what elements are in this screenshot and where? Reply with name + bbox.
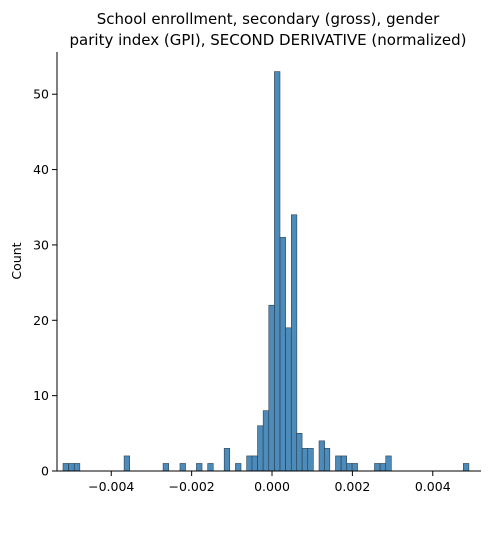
histogram-bar <box>268 304 275 472</box>
histogram-bar <box>235 463 242 472</box>
histogram-bar <box>379 463 386 472</box>
histogram-bar <box>323 448 331 472</box>
histogram-bar <box>123 455 130 472</box>
y-tick-label: 30 <box>33 237 49 252</box>
x-tick-label: 0.002 <box>334 479 370 494</box>
histogram-bar <box>346 463 353 472</box>
histogram-bar <box>296 433 303 472</box>
y-tick-label: 0 <box>41 464 49 479</box>
histogram-bar <box>73 463 81 472</box>
y-axis-ticks: 0 10 20 30 40 50 <box>33 87 57 479</box>
histogram-bar <box>285 327 292 472</box>
y-axis-label: Count <box>9 242 24 279</box>
histogram-bar <box>385 455 392 472</box>
histogram-bar <box>301 448 309 472</box>
x-tick-label: 0.000 <box>254 479 290 494</box>
y-tick-label: 20 <box>33 313 49 328</box>
chart-title-line-2: parity index (GPI), SECOND DERIVATIVE (n… <box>70 31 467 49</box>
histogram-bar <box>223 448 231 472</box>
histogram-bar <box>257 425 264 472</box>
y-tick-label: 40 <box>33 162 49 177</box>
y-tick-label: 10 <box>33 388 49 403</box>
x-tick-label: −0.002 <box>169 479 215 494</box>
histogram-bar <box>318 440 325 472</box>
histogram-bar <box>162 463 169 472</box>
histogram-bar <box>262 410 270 472</box>
histogram-bar <box>246 455 253 472</box>
histogram-bar <box>62 463 69 472</box>
histogram-bar <box>335 455 342 472</box>
histogram-bar <box>279 237 286 472</box>
y-tick-label: 50 <box>33 87 49 102</box>
x-tick-label: 0.004 <box>415 479 451 494</box>
chart-title-line-1: School enrollment, secondary (gross), ge… <box>97 10 440 28</box>
histogram-bar <box>340 455 347 472</box>
histogram-bar <box>351 463 358 472</box>
histogram-bar <box>463 463 470 472</box>
histogram-bar <box>207 463 214 472</box>
histogram-bars <box>62 71 470 472</box>
histogram-bar <box>251 455 258 472</box>
histogram-bar <box>374 463 381 472</box>
histogram-bar <box>291 214 298 472</box>
histogram-bar <box>274 71 281 472</box>
x-axis-ticks: −0.004 −0.002 0.000 0.002 0.004 <box>88 471 451 494</box>
histogram-bar <box>179 463 186 472</box>
histogram-bar <box>307 448 314 472</box>
x-tick-label: −0.004 <box>88 479 134 494</box>
histogram-bar <box>68 463 75 472</box>
histogram-bar <box>196 463 203 472</box>
